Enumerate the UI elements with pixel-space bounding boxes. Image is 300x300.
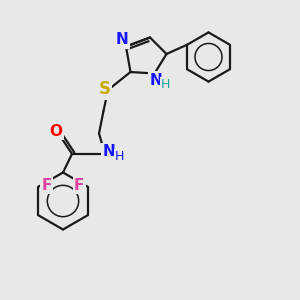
Text: O: O	[50, 124, 63, 139]
Text: N: N	[150, 73, 162, 88]
Text: H: H	[161, 78, 171, 92]
Text: H: H	[115, 150, 124, 163]
Text: N: N	[102, 144, 115, 159]
Text: S: S	[99, 80, 111, 98]
Text: F: F	[41, 178, 52, 193]
Text: F: F	[74, 178, 85, 193]
Text: N: N	[116, 32, 129, 47]
